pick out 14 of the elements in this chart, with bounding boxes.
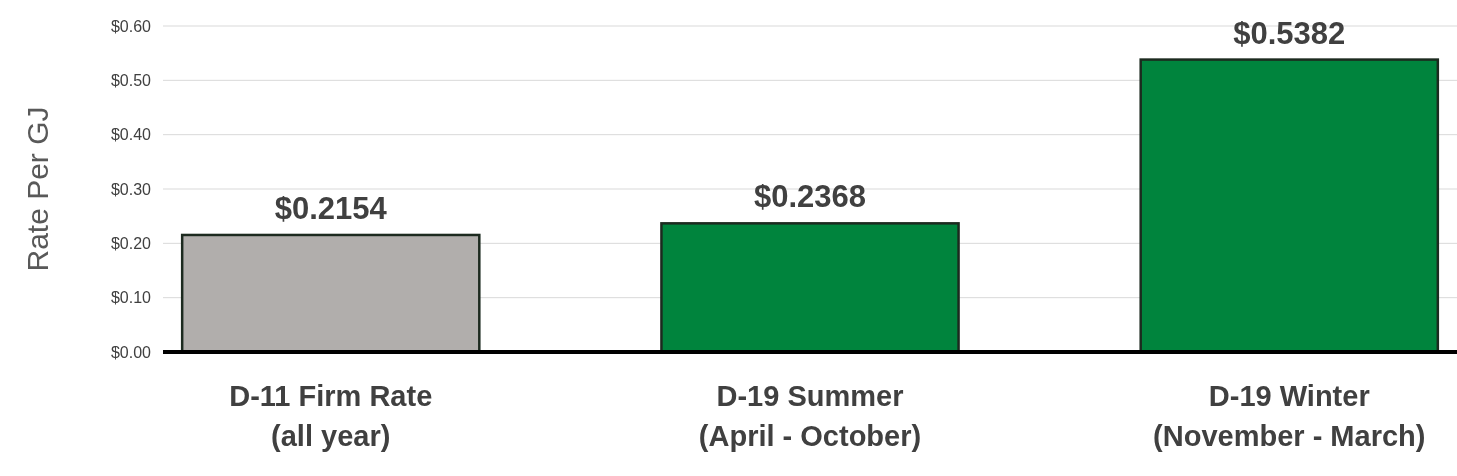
y-tick-label: $0.10 (110, 289, 152, 307)
x-tick-label: D-11 Firm Rate (all year) (229, 380, 433, 452)
data-label: $0.2368 (753, 179, 867, 215)
data-label: $0.2154 (274, 190, 388, 226)
y-tick-label: $0.50 (110, 71, 152, 89)
data-label: $0.5382 (1233, 15, 1346, 51)
y-tick-label: $0.00 (110, 343, 152, 361)
y-tick-label: $0.40 (110, 126, 152, 144)
y-axis-title: Rate Per GJ (21, 106, 54, 272)
y-tick-label: $0.60 (110, 17, 152, 35)
y-tick-label: $0.30 (110, 180, 152, 198)
x-tick-label: D-19 Winter (November - March) (1153, 380, 1426, 452)
y-tick-label: $0.20 (110, 234, 152, 252)
x-tick-label: D-19 Summer (April - October) (698, 380, 922, 452)
